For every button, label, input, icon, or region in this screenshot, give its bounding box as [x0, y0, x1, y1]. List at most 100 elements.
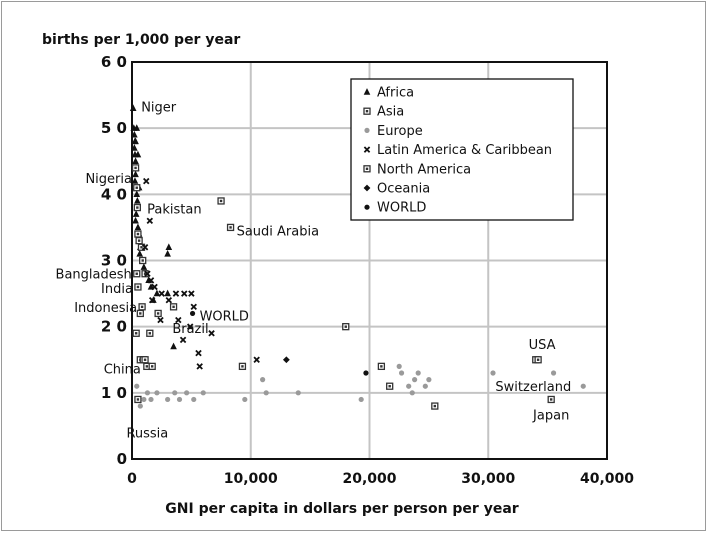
- point-europe-24-shape: [426, 377, 432, 383]
- country-annotations: Niger Nigeria Pakistan Saudi Arabia Banglade…: [56, 100, 572, 441]
- point-world-0: [189, 310, 196, 317]
- annotation-bangladesh: Bangladesh: [56, 268, 132, 283]
- point-oceania-0: [282, 356, 290, 364]
- point-africa-20: [136, 249, 144, 257]
- point-world-1: [363, 370, 369, 376]
- point-asia-6-dot: [141, 259, 144, 262]
- point-asia-28: [431, 402, 439, 410]
- annotation-nigeria: Nigeria: [85, 172, 132, 187]
- point-europe-25: [490, 370, 496, 376]
- point-europe-13-shape: [260, 377, 266, 383]
- point-latin-america-caribbean-16: [195, 349, 202, 357]
- point-latin-america-caribbean-2: [141, 244, 149, 251]
- point-europe-26: [550, 370, 557, 376]
- point-latin-america-caribbean-9-shape: [172, 290, 180, 297]
- point-latin-america-caribbean-5-shape: [151, 283, 158, 291]
- y-tick-labels: 0 1 0 2 0 3 0 4 0 5 0 6 0: [101, 53, 127, 468]
- point-asia-24: [238, 362, 247, 371]
- legend-marker-world-shape: [364, 204, 370, 210]
- point-africa-2-shape: [131, 130, 138, 138]
- point-europe-20-shape: [409, 390, 415, 396]
- point-europe-7-shape: [172, 390, 178, 396]
- point-asia-11: [136, 309, 144, 318]
- point-north-america-0: [534, 356, 542, 364]
- legend-marker-oceania: [363, 184, 371, 192]
- x-tick-labels: 0 10,000 20,000 30,000 40,000: [127, 471, 634, 487]
- legend-label-europe: Europe: [377, 124, 423, 139]
- point-asia-20-dot: [156, 312, 160, 315]
- point-europe-3: [144, 390, 151, 396]
- point-asia-2-dot: [136, 206, 139, 209]
- point-asia-17: [146, 329, 154, 337]
- point-asia-19-dot: [172, 305, 175, 309]
- point-asia-12-dot: [140, 305, 144, 309]
- point-latin-america-caribbean-1: [146, 217, 154, 225]
- x-tick-label-30000: 30,000: [461, 471, 515, 487]
- annotation-world: WORLD: [200, 309, 249, 324]
- x-axis-title: GNI per capita in dollars per person per…: [165, 501, 518, 517]
- point-latin-america-caribbean-6-shape: [148, 296, 156, 304]
- point-latin-america-caribbean-10: [181, 290, 188, 297]
- point-latin-america-caribbean-16-shape: [195, 349, 202, 357]
- point-africa-12-shape: [134, 197, 141, 204]
- point-europe-0: [134, 383, 140, 389]
- point-africa-6: [132, 157, 139, 164]
- point-europe-17-shape: [396, 363, 402, 369]
- point-europe-10: [191, 396, 197, 403]
- point-africa-22-shape: [140, 263, 148, 270]
- point-africa-35: [132, 137, 139, 145]
- point-latin-america-caribbean-8: [165, 296, 173, 304]
- point-europe-7: [172, 390, 178, 396]
- point-latin-america-caribbean-15-shape: [190, 303, 197, 311]
- point-africa-2: [131, 130, 138, 138]
- point-europe-5-shape: [154, 390, 160, 396]
- point-europe-15: [295, 390, 301, 396]
- annotation-china: China: [104, 362, 141, 377]
- point-africa-35-shape: [132, 137, 139, 145]
- point-latin-america-caribbean-0-shape: [143, 177, 150, 185]
- point-africa-16-shape: [134, 223, 142, 231]
- point-asia-28-dot: [433, 404, 437, 408]
- y-tick-label-40: 4 0: [101, 185, 127, 203]
- legend-marker-europe: [364, 127, 370, 133]
- point-latin-america-caribbean-18-shape: [196, 363, 203, 370]
- y-tick-label-50: 5 0: [101, 119, 127, 137]
- point-asia-20: [154, 309, 162, 318]
- point-europe-22-shape: [415, 370, 421, 376]
- point-europe-1-shape: [137, 403, 143, 409]
- legend-label-north-america: North America: [377, 162, 471, 177]
- point-africa-22: [140, 263, 148, 270]
- legend-label-asia: Asia: [377, 105, 404, 120]
- point-asia-7-dot: [143, 272, 147, 275]
- point-asia-25-dot: [136, 398, 140, 401]
- x-tick-label-40000: 40,000: [580, 471, 634, 487]
- point-africa-4-shape: [131, 144, 138, 151]
- point-asia-26-dot: [380, 365, 383, 368]
- point-latin-america-caribbean-11-shape: [188, 290, 195, 297]
- y-axis-title: births per 1,000 per year: [42, 32, 240, 48]
- series-oceania: [282, 356, 290, 364]
- point-europe-17: [396, 363, 402, 369]
- point-asia-23-dot: [344, 325, 347, 328]
- point-africa-28: [165, 243, 173, 250]
- point-asia-22: [226, 223, 235, 232]
- annotation-usa: USA: [529, 338, 556, 353]
- point-asia-9: [134, 283, 142, 291]
- point-latin-america-caribbean-11: [188, 290, 195, 297]
- legend-marker-latin-america-caribbean: [363, 146, 371, 153]
- point-asia-29: [547, 395, 555, 404]
- point-europe-25-shape: [490, 370, 496, 376]
- point-asia-4: [135, 236, 143, 245]
- point-asia-22-dot: [229, 226, 232, 229]
- point-europe-5: [154, 390, 160, 396]
- point-europe-20: [409, 390, 415, 396]
- legend-label-africa: Africa: [377, 86, 414, 101]
- point-europe-23: [422, 383, 428, 389]
- point-europe-19: [406, 383, 412, 389]
- point-asia-9-dot: [136, 285, 140, 289]
- legend-marker-latin-america-caribbean-shape: [363, 146, 371, 153]
- point-europe-9-shape: [184, 390, 190, 396]
- series-latin-america-caribbean: [141, 177, 260, 370]
- point-latin-america-caribbean-12-shape: [157, 316, 164, 324]
